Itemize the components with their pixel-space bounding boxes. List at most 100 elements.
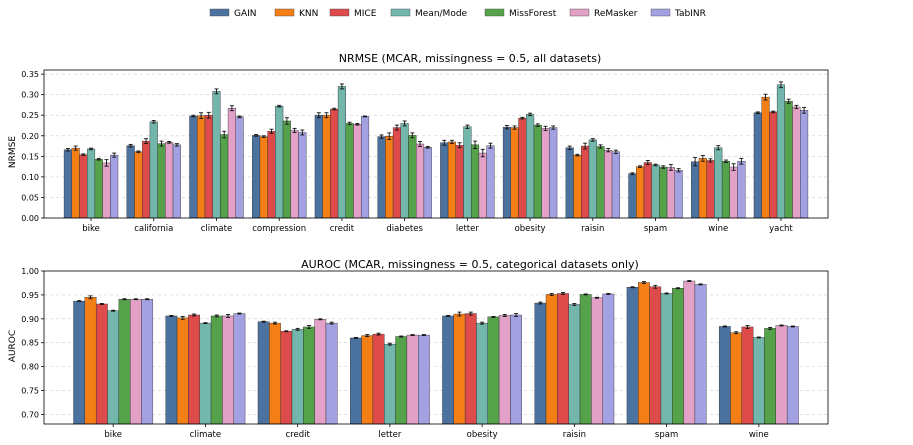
auroc-bar-remasker-obesity bbox=[498, 315, 511, 425]
nrmse-errorbar-tabinr-california bbox=[174, 143, 179, 147]
nrmse-errorbar-gain-spam bbox=[630, 172, 635, 175]
auroc-errorbar-missforest-obesity bbox=[491, 315, 496, 318]
nrmse-errorbar-missforest-wine bbox=[723, 159, 728, 163]
auroc-errorbar-tabinr-bike bbox=[145, 298, 150, 301]
auroc-errorbar-knn-raisin bbox=[549, 293, 554, 296]
nrmse-errorbar-mean-mode-yacht bbox=[778, 81, 783, 89]
auroc-errorbar-missforest-bike bbox=[122, 298, 127, 301]
nrmse-x-tick-label-obesity: obesity bbox=[515, 224, 546, 234]
auroc-y-tick-label: 0.90 bbox=[21, 315, 39, 324]
nrmse-bar-remasker-diabetes bbox=[415, 143, 425, 219]
auroc-bar-remasker-letter bbox=[406, 334, 419, 425]
auroc-chart: 0.70 0.75 0.80 0.85 0.90 0.95 1.00 bike climate c… bbox=[21, 267, 829, 440]
auroc-bar-knn-spam bbox=[638, 282, 650, 425]
nrmse-errorbar-remasker-climate bbox=[229, 105, 234, 112]
auroc-bar-gain-obesity bbox=[442, 315, 454, 425]
auroc-errorbar-mice-credit bbox=[284, 330, 289, 333]
nrmse-bar-remasker-california bbox=[165, 142, 174, 219]
auroc-bar-mean-mode-raisin bbox=[568, 304, 581, 425]
nrmse-bar-gain-california bbox=[126, 145, 135, 219]
auroc-bar-missforest-letter bbox=[395, 336, 408, 425]
auroc-bar-remasker-wine bbox=[775, 325, 788, 425]
nrmse-bar-tabinr-spam bbox=[674, 170, 683, 219]
auroc-errorbar-mice-wine bbox=[745, 325, 750, 329]
nrmse-bar-remasker-wine bbox=[729, 166, 738, 219]
auroc-y-tick-label: 0.75 bbox=[21, 387, 39, 396]
auroc-chart-title: AUROC (MCAR, missingness = 0.5, categori… bbox=[301, 258, 639, 271]
auroc-errorbar-mean-mode-wine bbox=[756, 336, 761, 339]
nrmse-errorbar-remasker-compression bbox=[292, 127, 297, 133]
auroc-bar-knn-letter bbox=[361, 335, 374, 425]
nrmse-errorbar-mean-mode-climate bbox=[214, 88, 219, 95]
nrmse-bar-remasker-spam bbox=[666, 167, 675, 219]
auroc-bar-missforest-wine bbox=[764, 328, 777, 425]
nrmse-errorbar-remasker-credit bbox=[355, 122, 360, 126]
auroc-errorbar-knn-bike bbox=[88, 295, 93, 300]
nrmse-bar-missforest-diabetes bbox=[408, 135, 417, 219]
nrmse-bar-missforest-spam bbox=[659, 166, 668, 219]
nrmse-bar-tabinr-bike bbox=[110, 154, 119, 219]
nrmse-bar-mice-diabetes bbox=[392, 127, 401, 219]
nrmse-y-tick-label: 0.25 bbox=[21, 111, 39, 120]
auroc-errorbar-tabinr-raisin bbox=[606, 293, 611, 295]
nrmse-y-tick-label: 0.30 bbox=[21, 91, 39, 100]
nrmse-bar-remasker-letter bbox=[478, 152, 487, 219]
nrmse-bar-knn-obesity bbox=[510, 127, 519, 219]
auroc-errorbar-tabinr-obesity bbox=[514, 313, 519, 317]
nrmse-errorbar-mice-wine bbox=[708, 158, 713, 163]
auroc-bar-mice-climate bbox=[188, 314, 200, 425]
nrmse-bar-knn-raisin bbox=[573, 154, 582, 219]
auroc-errorbar-mean-mode-raisin bbox=[572, 303, 577, 306]
nrmse-y-tick-label: 0.20 bbox=[21, 132, 39, 141]
nrmse-y-tick-label: 0.15 bbox=[21, 152, 39, 161]
auroc-errorbar-tabinr-spam bbox=[698, 283, 703, 286]
auroc-bar-missforest-bike bbox=[118, 299, 131, 425]
nrmse-x-tick-label-wine: wine bbox=[708, 224, 728, 234]
auroc-errorbar-missforest-spam bbox=[675, 287, 680, 290]
nrmse-errorbar-tabinr-compression bbox=[300, 129, 305, 136]
nrmse-errorbar-knn-spam bbox=[638, 165, 643, 168]
auroc-bar-gain-raisin bbox=[534, 302, 547, 425]
nrmse-x-tick-label-yacht: yacht bbox=[769, 224, 793, 234]
nrmse-bar-mean-mode-raisin bbox=[588, 139, 597, 219]
nrmse-errorbar-missforest-raisin bbox=[598, 144, 603, 149]
nrmse-errorbar-mice-diabetes bbox=[394, 124, 399, 131]
auroc-bar-knn-bike bbox=[84, 297, 97, 425]
nrmse-bar-mean-mode-bike bbox=[86, 148, 96, 219]
auroc-bar-mean-mode-wine bbox=[752, 337, 765, 425]
nrmse-bar-tabinr-wine bbox=[737, 161, 746, 219]
nrmse-bar-gain-letter bbox=[440, 142, 449, 219]
auroc-y-tick-label: 0.95 bbox=[21, 291, 39, 300]
auroc-x-tick-label-obesity: obesity bbox=[467, 430, 498, 440]
nrmse-errorbar-gain-wine bbox=[693, 157, 698, 167]
auroc-bar-missforest-spam bbox=[672, 288, 684, 425]
nrmse-bar-knn-wine bbox=[698, 158, 707, 219]
auroc-bar-mean-mode-letter bbox=[384, 343, 396, 425]
nrmse-errorbar-remasker-obesity bbox=[543, 125, 548, 131]
auroc-errorbar-remasker-letter bbox=[410, 334, 415, 336]
legend-swatch-knn bbox=[274, 8, 295, 17]
nrmse-errorbar-mean-mode-raisin bbox=[590, 138, 595, 142]
nrmse-x-tick-label-california: california bbox=[134, 224, 173, 234]
auroc-errorbar-mean-mode-obesity bbox=[480, 321, 485, 325]
nrmse-bar-missforest-letter bbox=[471, 144, 480, 219]
auroc-y-tick-label: 0.70 bbox=[21, 410, 39, 419]
auroc-bar-gain-letter bbox=[350, 337, 362, 425]
nrmse-errorbar-mean-mode-california bbox=[151, 120, 156, 124]
nrmse-errorbar-missforest-yacht bbox=[786, 98, 791, 104]
nrmse-bar-mean-mode-obesity bbox=[526, 114, 535, 219]
nrmse-bar-missforest-obesity bbox=[533, 124, 542, 219]
auroc-bar-gain-credit bbox=[257, 321, 270, 425]
auroc-bar-tabinr-bike bbox=[141, 299, 154, 425]
auroc-errorbar-knn-credit bbox=[272, 321, 277, 325]
nrmse-bar-knn-letter bbox=[447, 141, 457, 219]
auroc-errorbar-mice-letter bbox=[376, 332, 381, 336]
auroc-x-tick-label-wine: wine bbox=[749, 430, 769, 440]
legend-label-mice: MICE bbox=[354, 9, 377, 19]
nrmse-bar-gain-credit bbox=[314, 115, 323, 219]
nrmse-errorbar-tabinr-raisin bbox=[613, 149, 618, 154]
nrmse-errorbar-knn-wine bbox=[700, 155, 705, 162]
nrmse-errorbar-remasker-spam bbox=[668, 164, 673, 171]
auroc-bar-missforest-raisin bbox=[579, 294, 592, 425]
